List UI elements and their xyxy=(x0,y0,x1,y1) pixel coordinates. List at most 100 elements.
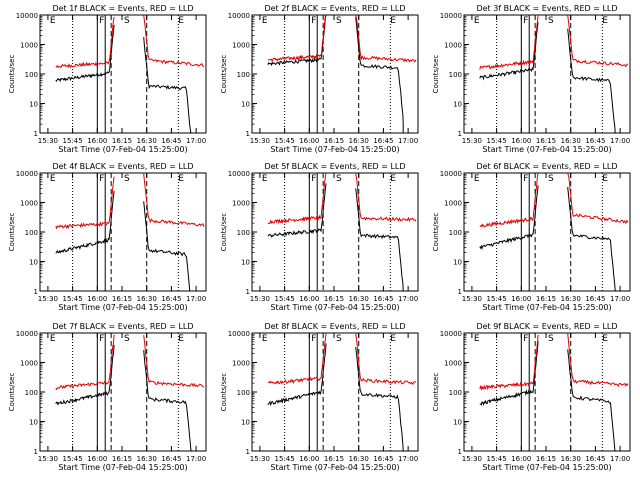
region-mark-label: E xyxy=(178,334,184,344)
y-tick-label: 1000 xyxy=(444,200,462,208)
plot-frame xyxy=(463,172,631,292)
series-line-pre xyxy=(479,185,539,251)
series-line-post xyxy=(355,172,417,222)
series-line-post xyxy=(355,347,404,452)
series-line-pre xyxy=(479,172,539,228)
x-tick-label: 16:45 xyxy=(373,295,393,303)
y-tick-label: 1000 xyxy=(232,360,250,368)
x-axis-label: Start Time (07-Feb-04 15:25:00) xyxy=(58,303,187,312)
region-mark-label: E xyxy=(474,174,480,184)
detector-panel: Det 5f BLACK = Events, RED = LLD Counts/s… xyxy=(220,162,419,312)
x-tick-label: 16:45 xyxy=(373,455,393,463)
series-line-post xyxy=(355,332,417,386)
detector-panel: Det 7f BLACK = Events, RED = LLD Counts/s… xyxy=(8,322,207,472)
region-mark-label: F xyxy=(311,174,316,184)
series-line-pre xyxy=(267,332,327,385)
x-tick-label: 15:30 xyxy=(250,455,270,463)
region-mark-label: E xyxy=(262,16,268,26)
y-tick-label: 10000 xyxy=(16,170,38,178)
y-tick-label: 1 xyxy=(458,130,462,138)
x-tick-label: 16:15 xyxy=(324,137,344,145)
y-tick-label: 10000 xyxy=(440,12,462,20)
y-axis-label: Counts/sec xyxy=(8,55,16,94)
x-tick-label: 16:15 xyxy=(536,455,556,463)
series-line-post xyxy=(143,37,192,134)
x-tick-label: 16:00 xyxy=(511,137,531,145)
y-tick-label: 100 xyxy=(449,229,462,237)
x-tick-label: 16:30 xyxy=(561,137,581,145)
detector-panel: Det 2f BLACK = Events, RED = LLD Counts/s… xyxy=(220,4,419,154)
x-axis-label: Start Time (07-Feb-04 15:25:00) xyxy=(58,463,187,472)
y-axis-label: Counts/sec xyxy=(8,213,16,252)
x-tick-label: 17:00 xyxy=(398,137,418,145)
x-tick-label: 17:00 xyxy=(398,455,418,463)
x-tick-label: 16:00 xyxy=(299,295,319,303)
x-tick-label: 17:00 xyxy=(398,295,418,303)
x-tick-label: 15:30 xyxy=(250,295,270,303)
y-tick-label: 10 xyxy=(453,259,462,267)
x-tick-label: 15:45 xyxy=(487,455,507,463)
region-mark-label: E xyxy=(50,334,56,344)
y-tick-label: 1000 xyxy=(20,200,38,208)
series-line-pre xyxy=(267,14,327,67)
y-axis-label: Counts/sec xyxy=(220,213,228,252)
x-tick-label: 16:45 xyxy=(585,295,605,303)
panel-title: Det 3f BLACK = Events, RED = LLD xyxy=(476,4,617,13)
series-line-pre xyxy=(267,14,327,63)
region-mark-label: S xyxy=(336,16,342,26)
panel-title: Det 6f BLACK = Events, RED = LLD xyxy=(476,162,617,171)
plot-frame xyxy=(39,332,207,452)
y-tick-label: 1000 xyxy=(20,360,38,368)
region-mark-label: S xyxy=(124,16,130,26)
x-tick-label: 15:30 xyxy=(250,137,270,145)
x-tick-label: 16:00 xyxy=(87,455,107,463)
plot-frame xyxy=(463,332,631,452)
y-tick-label: 10 xyxy=(241,101,250,109)
region-mark-label: E xyxy=(602,174,608,184)
panel-title: Det 9f BLACK = Events, RED = LLD xyxy=(476,322,617,331)
y-tick-label: 100 xyxy=(237,229,250,237)
region-mark-label: E xyxy=(178,16,184,26)
region-mark-label: E xyxy=(50,174,56,184)
x-tick-label: 16:45 xyxy=(161,295,181,303)
series-line-post xyxy=(567,172,629,225)
x-tick-label: 17:00 xyxy=(186,455,206,463)
y-tick-label: 10000 xyxy=(440,330,462,338)
region-mark-label: S xyxy=(548,334,554,344)
region-mark-label: E xyxy=(602,334,608,344)
region-mark-label: S xyxy=(336,174,342,184)
y-tick-label: 1000 xyxy=(232,200,250,208)
detector-panel: Det 1f BLACK = Events, RED = LLD Counts/s… xyxy=(8,4,207,154)
panel-title: Det 2f BLACK = Events, RED = LLD xyxy=(264,4,405,13)
x-tick-label: 16:30 xyxy=(137,455,157,463)
series-line-pre xyxy=(55,334,115,391)
y-tick-label: 10000 xyxy=(228,170,250,178)
x-tick-label: 16:45 xyxy=(161,137,181,145)
detector-panel: Det 6f BLACK = Events, RED = LLD Counts/s… xyxy=(432,162,631,312)
x-tick-label: 15:45 xyxy=(63,295,83,303)
x-tick-label: 16:30 xyxy=(561,455,581,463)
x-tick-label: 16:00 xyxy=(87,295,107,303)
x-tick-label: 16:00 xyxy=(299,137,319,145)
x-tick-label: 15:30 xyxy=(38,455,58,463)
x-tick-label: 16:15 xyxy=(324,295,344,303)
series-line-pre xyxy=(55,24,115,83)
series-line-post xyxy=(143,201,192,292)
x-tick-label: 15:45 xyxy=(487,295,507,303)
region-mark-label: S xyxy=(548,16,554,26)
x-tick-label: 15:45 xyxy=(63,455,83,463)
region-mark-label: S xyxy=(548,174,554,184)
x-tick-label: 15:45 xyxy=(487,137,507,145)
x-tick-label: 16:00 xyxy=(299,455,319,463)
detector-panel: Det 8f BLACK = Events, RED = LLD Counts/s… xyxy=(220,322,419,472)
region-mark-label: E xyxy=(178,174,184,184)
series-line-pre xyxy=(267,183,327,238)
x-tick-label: 15:45 xyxy=(275,137,295,145)
region-mark-label: F xyxy=(311,16,316,26)
y-tick-label: 10 xyxy=(29,101,38,109)
y-tick-label: 10000 xyxy=(16,12,38,20)
series-line-pre xyxy=(55,17,115,69)
series-line-post xyxy=(143,350,192,452)
series-line-pre xyxy=(55,176,115,230)
x-tick-label: 16:15 xyxy=(112,455,132,463)
